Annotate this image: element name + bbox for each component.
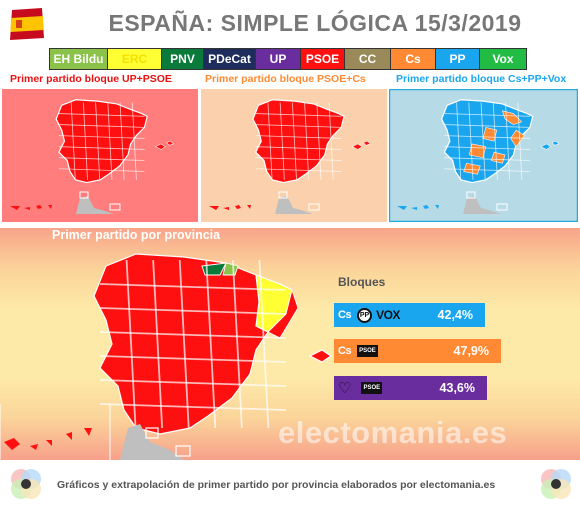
bloque-bar-up-psoe: ♡ PSOE 43,6% [334, 376, 487, 400]
legend-item-cc: CC [345, 49, 391, 69]
pp-logo-icon: PP [357, 307, 373, 323]
legend-item-psoe: PSOE [301, 49, 345, 69]
legend-item-pdecat: PDeCat [204, 49, 256, 69]
psoe-logo-icon: PSOE [361, 382, 383, 394]
party-legend: EH Bildu ERC PNV PDeCat UP PSOE CC Cs PP Vox [49, 48, 527, 70]
map-panel-psoe-cs [201, 89, 387, 222]
bloque-value: 42,4% [437, 308, 473, 322]
bloque-bar-cs-pp-vox: Cs PP VOX 42,4% [334, 303, 485, 327]
bloque-value: 43,6% [439, 381, 475, 395]
electomania-logo-icon [11, 469, 41, 499]
watermark: electomania.es [278, 415, 508, 450]
footer-credits: Gráficos y extrapolación de primer parti… [57, 479, 496, 491]
bloques-label: Bloques [338, 275, 386, 289]
spain-flag-icon [10, 8, 44, 40]
cs-logo-icon: Cs [338, 309, 352, 321]
legend-item-pnv: PNV [162, 49, 204, 69]
map-panel-cs-pp-vox [389, 89, 578, 222]
legend-item-pp: PP [436, 49, 480, 69]
map-panel-up-psoe [2, 89, 198, 222]
panel-label-psoe-cs: Primer partido bloque PSOE+Cs [205, 73, 366, 85]
heart-icon: ♡ [338, 380, 352, 397]
panel-label-up-psoe: Primer partido bloque UP+PSOE [10, 73, 172, 85]
legend-item-eh-bildu: EH Bildu [50, 49, 108, 69]
electomania-logo-icon [541, 469, 571, 499]
panel-label-cs-pp-vox: Primer partido bloque Cs+PP+Vox [396, 73, 567, 85]
bloque-value: 47,9% [453, 344, 489, 358]
legend-item-vox: Vox [480, 49, 526, 69]
psoe-logo-icon: PSOE [357, 345, 378, 357]
vox-logo-icon: VOX [376, 308, 400, 322]
page-title: ESPAÑA: SIMPLE LÓGICA 15/3/2019 [108, 10, 522, 36]
legend-item-cs: Cs [391, 49, 436, 69]
spain-province-map [0, 253, 351, 460]
legend-item-up: UP [256, 49, 301, 69]
bloque-bar-cs-psoe: Cs PSOE 47,9% [334, 339, 501, 363]
main-map-title: Primer partido por provincia [52, 228, 221, 242]
legend-item-erc: ERC [108, 49, 162, 69]
cs-logo-icon: Cs [338, 345, 352, 357]
